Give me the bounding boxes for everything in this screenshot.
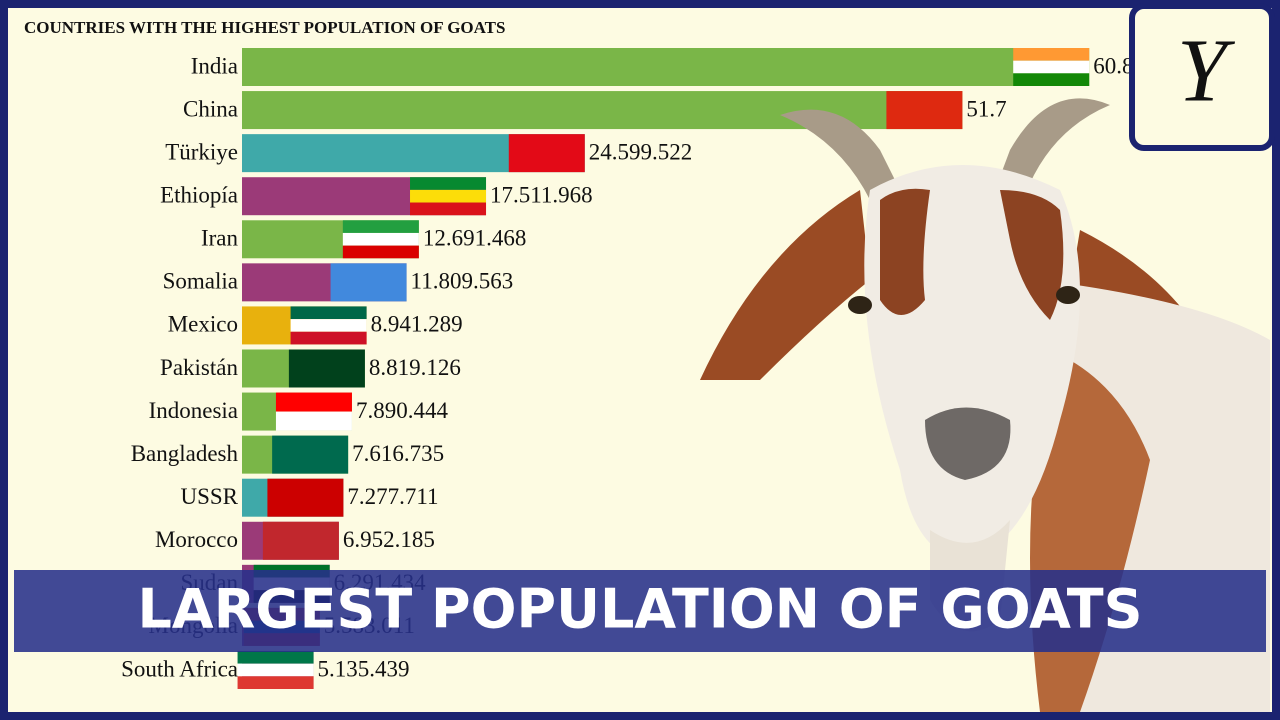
flag bbox=[1013, 48, 1090, 61]
flag bbox=[272, 435, 349, 474]
flag bbox=[1013, 60, 1090, 74]
value-label: 8.941.289 bbox=[371, 312, 463, 337]
logo: Y bbox=[1129, 3, 1275, 151]
y-tick-label: China bbox=[183, 96, 238, 121]
flag bbox=[290, 306, 367, 320]
flag bbox=[410, 177, 487, 190]
y-tick-label: South Africa bbox=[121, 656, 238, 681]
value-label: 6.952.185 bbox=[343, 527, 435, 552]
flag bbox=[1013, 73, 1090, 86]
y-tick-label: Bangladesh bbox=[131, 441, 239, 466]
value-label: 7.277.711 bbox=[347, 484, 438, 509]
flag bbox=[342, 232, 419, 246]
flag bbox=[262, 521, 339, 560]
value-label: 17.511.968 bbox=[490, 182, 593, 207]
flag bbox=[508, 134, 585, 173]
flag bbox=[410, 202, 487, 216]
value-label: 51.7 bbox=[966, 96, 1006, 121]
y-tick-label: Türkiye bbox=[165, 139, 238, 164]
y-tick-label: India bbox=[191, 53, 238, 78]
flag bbox=[237, 650, 314, 664]
banner-text: LARGEST POPULATION OF GOATS bbox=[138, 578, 1143, 641]
flag bbox=[290, 331, 367, 345]
y-tick-label: Pakistán bbox=[160, 355, 238, 380]
value-label: 60.8 bbox=[1093, 53, 1133, 78]
y-tick-label: Indonesia bbox=[149, 398, 238, 423]
value-label: 7.616.735 bbox=[352, 441, 444, 466]
y-tick-label: USSR bbox=[180, 484, 238, 509]
value-label: 5.135.439 bbox=[318, 656, 410, 681]
y-tick-label: Mexico bbox=[168, 312, 238, 337]
value-label: 11.809.563 bbox=[411, 269, 514, 294]
flag bbox=[267, 478, 344, 517]
flag bbox=[237, 663, 314, 677]
flag bbox=[290, 319, 367, 332]
bar bbox=[242, 48, 1090, 86]
chart-title: COUNTRIES WITH THE HIGHEST POPULATION OF… bbox=[24, 18, 505, 37]
value-label: 12.691.468 bbox=[423, 226, 527, 251]
value-label: 7.890.444 bbox=[356, 398, 449, 423]
flag bbox=[275, 392, 352, 412]
flag bbox=[342, 245, 419, 259]
flag bbox=[886, 91, 963, 130]
banner bbox=[14, 570, 1266, 652]
logo-text: Y bbox=[1177, 22, 1236, 121]
y-tick-label: Somalia bbox=[163, 269, 238, 294]
y-tick-label: Morocco bbox=[155, 527, 238, 552]
flag bbox=[330, 263, 407, 302]
flag bbox=[342, 220, 419, 233]
flag bbox=[410, 189, 487, 203]
logo-box bbox=[1129, 3, 1275, 151]
flag bbox=[275, 411, 352, 431]
flag bbox=[237, 676, 314, 689]
bar bbox=[242, 91, 963, 130]
flag bbox=[288, 349, 365, 388]
y-tick-label: Iran bbox=[201, 226, 239, 251]
value-label: 24.599.522 bbox=[589, 139, 693, 164]
y-tick-label: Ethiopía bbox=[160, 182, 238, 207]
value-label: 8.819.126 bbox=[369, 355, 461, 380]
